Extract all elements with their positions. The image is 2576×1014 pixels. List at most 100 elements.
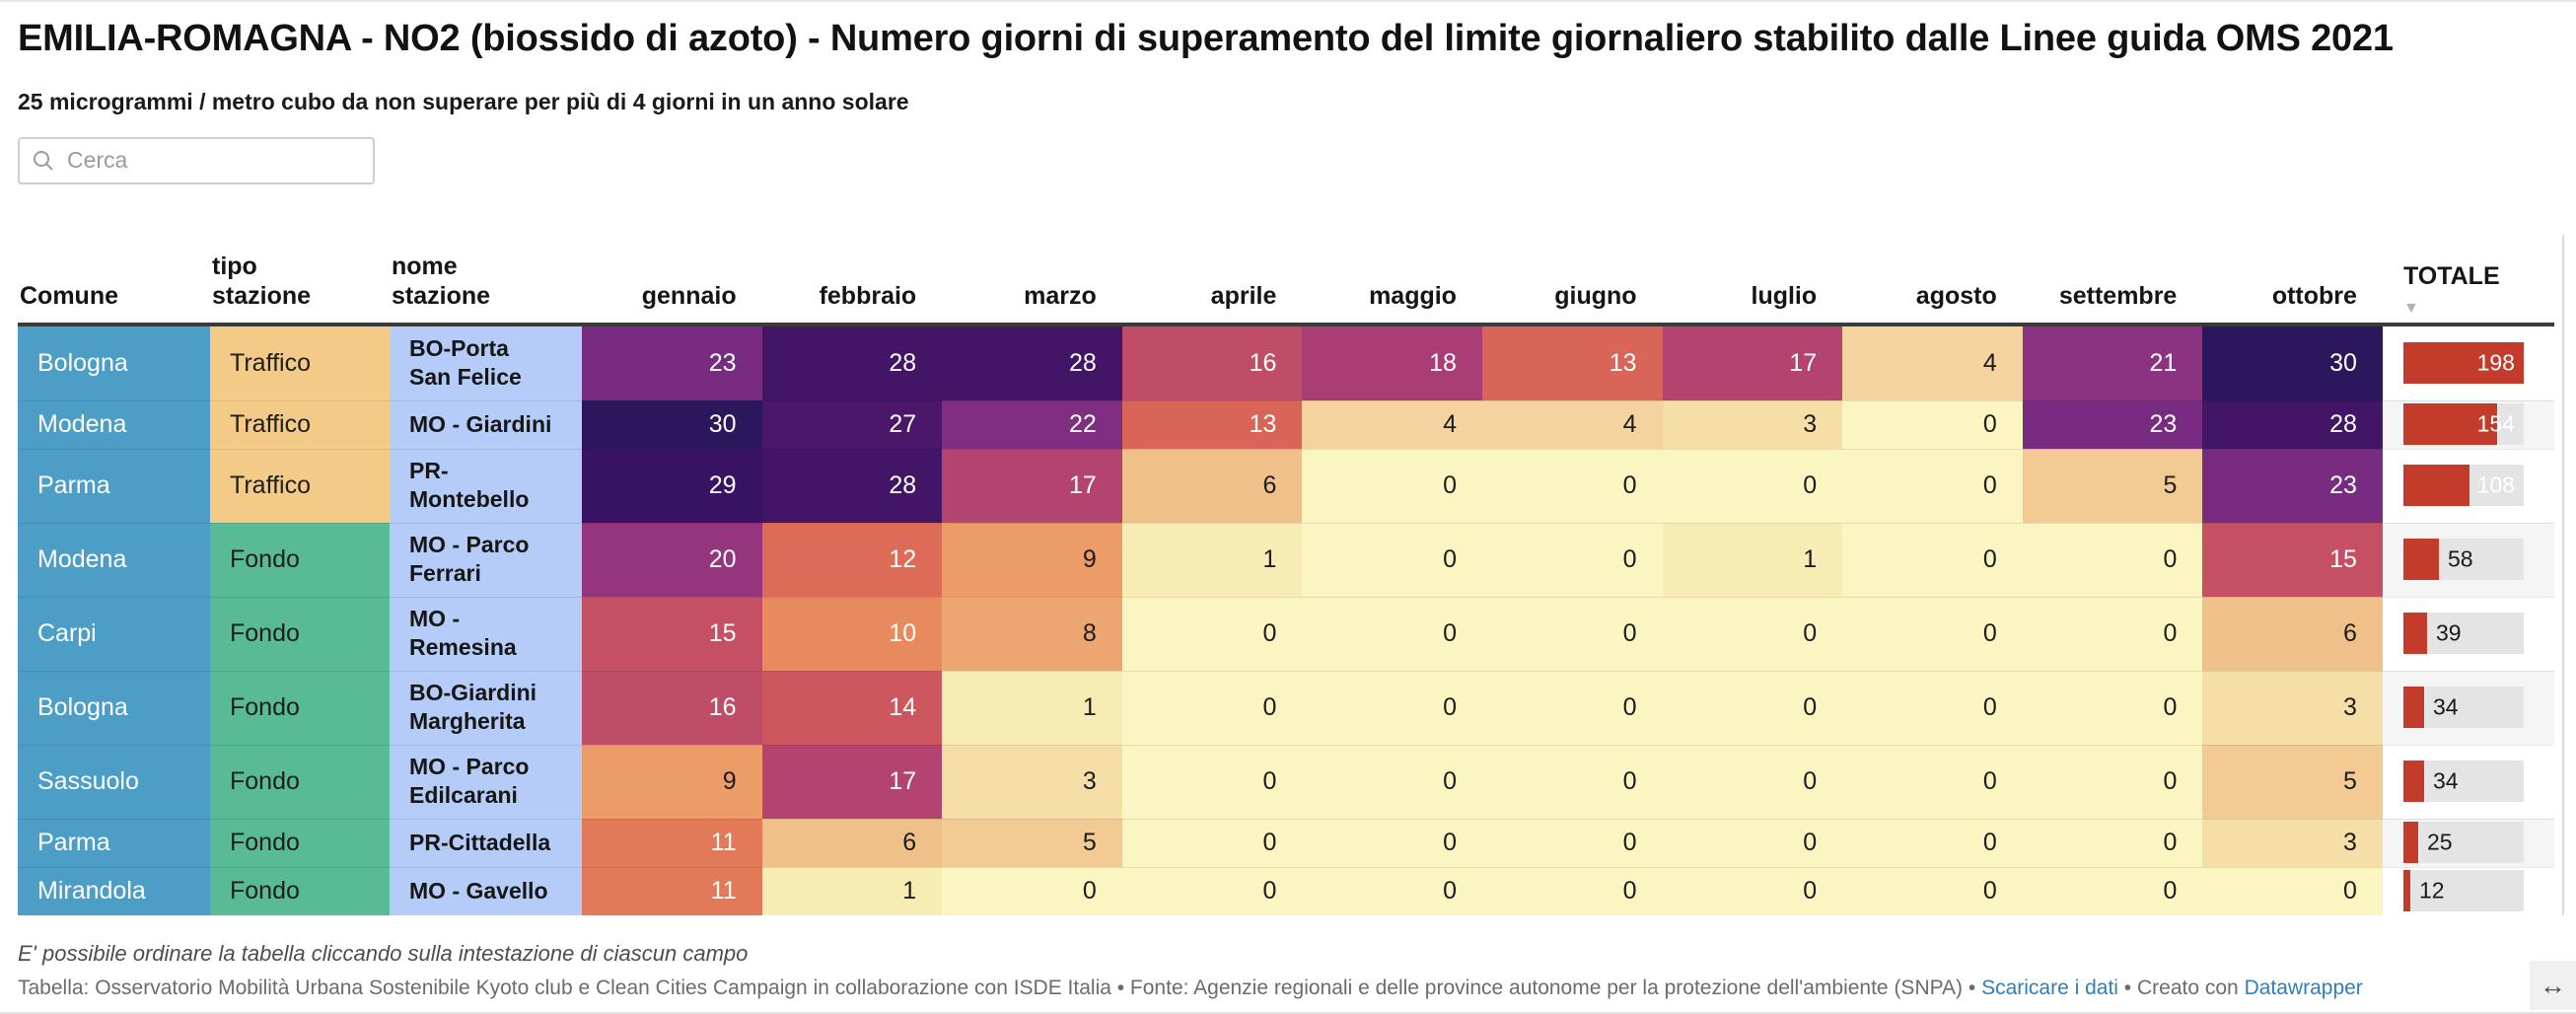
month-value-cell-settembre: 5 xyxy=(2022,448,2203,523)
caption-middle-text: • Creato con xyxy=(2117,976,2245,999)
month-value-cell-settembre: 0 xyxy=(2022,596,2203,671)
column-header-tipo-stazione[interactable]: tipo stazione xyxy=(212,252,312,310)
month-value-cell-giugno: 0 xyxy=(1481,522,1663,597)
totale-cell: 198 xyxy=(2383,326,2554,400)
month-value-cell-ottobre: 15 xyxy=(2202,522,2383,597)
tipo-stazione-cell: Fondo xyxy=(210,522,390,597)
totale-bar-track: 25 xyxy=(2402,822,2524,864)
search-input[interactable] xyxy=(67,147,361,175)
search-box[interactable] xyxy=(18,136,375,184)
sort-descending-icon: ▼ xyxy=(2402,299,2419,317)
totale-value: 154 xyxy=(2476,410,2515,437)
sorting-hint-note: E' possibile ordinare la tabella cliccan… xyxy=(18,940,749,966)
column-header-maggio[interactable]: maggio xyxy=(1369,281,1457,310)
month-value-cell-giugno: 0 xyxy=(1481,596,1663,671)
month-value-cell-maggio: 0 xyxy=(1302,866,1482,915)
month-value-cell-marzo: 1 xyxy=(942,670,1122,745)
month-value-cell-marzo: 5 xyxy=(942,818,1122,867)
nome-stazione-cell: BO-Porta San Felice xyxy=(390,326,582,400)
month-value-cell-febbraio: 27 xyxy=(761,399,943,449)
nome-stazione-cell: PR- Montebello xyxy=(390,448,582,523)
totale-bar xyxy=(2402,465,2469,507)
column-header-gennaio[interactable]: gennaio xyxy=(641,281,737,310)
totale-cell: 34 xyxy=(2383,671,2554,745)
column-header-totale[interactable]: TOTALE ▼ xyxy=(2383,261,2554,323)
month-value-cell-luglio: 0 xyxy=(1662,448,1843,523)
month-value-cell-giugno: 13 xyxy=(1481,326,1663,400)
month-value-cell-febbraio: 6 xyxy=(761,818,943,867)
totale-value: 108 xyxy=(2476,471,2515,498)
totale-cell: 58 xyxy=(2383,523,2554,597)
totale-value: 12 xyxy=(2418,877,2445,904)
column-header-luglio[interactable]: luglio xyxy=(1751,281,1818,310)
totale-bar xyxy=(2402,760,2424,803)
column-header-comune[interactable]: Comune xyxy=(20,281,118,310)
nome-stazione-cell: BO-Giardini Margherita xyxy=(390,670,582,745)
month-value-cell-agosto: 0 xyxy=(1842,522,2023,597)
data-table: Comune tipo stazione nome stazione gennaio f… xyxy=(18,184,2554,915)
month-value-cell-ottobre: 30 xyxy=(2202,326,2383,400)
totale-bar xyxy=(2402,687,2424,729)
table-row: Mirandola Fondo MO - Gavello 11 1 0 0 0 0 0 0 0 0 12 xyxy=(18,866,2554,915)
month-value-cell-agosto: 4 xyxy=(1842,326,2023,400)
month-value-cell-agosto: 0 xyxy=(1842,866,2023,915)
month-value-cell-gennaio: 16 xyxy=(582,670,762,745)
column-header-agosto[interactable]: agosto xyxy=(1915,281,1997,310)
month-value-cell-maggio: 18 xyxy=(1302,326,1482,400)
month-value-cell-febbraio: 12 xyxy=(761,522,943,597)
month-value-cell-luglio: 17 xyxy=(1662,326,1843,400)
datawrapper-link[interactable]: Datawrapper xyxy=(2244,976,2363,999)
month-value-cell-settembre: 0 xyxy=(2022,818,2203,867)
column-header-febbraio[interactable]: febbraio xyxy=(819,281,917,310)
tipo-stazione-cell: Traffico xyxy=(210,399,390,449)
month-value-cell-febbraio: 17 xyxy=(761,744,943,819)
totale-value: 34 xyxy=(2432,693,2459,720)
table-row: Carpi Fondo MO - Remesina 15 10 8 0 0 0 0 0 0 6 39 xyxy=(18,596,2554,671)
expand-width-button[interactable]: ↔ xyxy=(2530,961,2576,1010)
table-row: Modena Fondo MO - Parco Ferrari 20 12 9 1 0 0 1 0 0… xyxy=(18,522,2554,597)
column-header-marzo[interactable]: marzo xyxy=(1024,281,1097,310)
download-data-link[interactable]: Scaricare i dati xyxy=(1981,976,2118,999)
month-value-cell-ottobre: 3 xyxy=(2202,670,2383,745)
page-title: EMILIA-ROMAGNA - NO2 (biossido di azoto)… xyxy=(18,18,2394,59)
search-icon xyxy=(34,150,53,171)
month-value-cell-gennaio: 11 xyxy=(582,866,762,915)
column-header-settembre[interactable]: settembre xyxy=(2058,281,2178,310)
month-value-cell-agosto: 0 xyxy=(1842,744,2023,819)
month-value-cell-gennaio: 9 xyxy=(582,744,762,819)
column-header-giugno[interactable]: giugno xyxy=(1554,281,1637,310)
month-value-cell-aprile: 0 xyxy=(1121,744,1303,819)
month-value-cell-marzo: 17 xyxy=(942,448,1122,523)
month-value-cell-settembre: 0 xyxy=(2022,866,2203,915)
caption-text: Tabella: Osservatorio Mobilità Urbana So… xyxy=(18,976,1982,999)
month-value-cell-febbraio: 28 xyxy=(761,326,943,400)
month-value-cell-maggio: 0 xyxy=(1302,448,1482,523)
month-value-cell-gennaio: 30 xyxy=(582,399,762,449)
month-value-cell-ottobre: 3 xyxy=(2202,818,2383,867)
totale-bar xyxy=(2402,822,2418,864)
nome-stazione-cell: MO - Remesina xyxy=(390,596,582,671)
totale-value: 39 xyxy=(2435,619,2462,646)
month-value-cell-febbraio: 14 xyxy=(761,670,943,745)
column-header-nome-stazione[interactable]: nome stazione xyxy=(392,252,491,310)
comune-cell: Sassuolo xyxy=(18,744,210,819)
column-header-ottobre[interactable]: ottobre xyxy=(2271,281,2357,310)
tipo-stazione-cell: Traffico xyxy=(210,326,390,400)
table-header-row: Comune tipo stazione nome stazione gennaio f… xyxy=(18,184,2554,326)
totale-bar-track: 39 xyxy=(2402,613,2524,655)
page-subtitle: 25 microgrammi / metro cubo da non super… xyxy=(18,88,909,114)
month-value-cell-agosto: 0 xyxy=(1842,399,2023,449)
column-header-aprile[interactable]: aprile xyxy=(1210,281,1277,310)
totale-value: 198 xyxy=(2476,349,2515,376)
nome-stazione-cell: MO - Parco Edilcarani xyxy=(390,744,582,819)
month-value-cell-giugno: 0 xyxy=(1481,670,1663,745)
comune-cell: Bologna xyxy=(18,670,210,745)
month-value-cell-marzo: 22 xyxy=(942,399,1122,449)
totale-bar-track: 12 xyxy=(2402,870,2524,912)
month-value-cell-marzo: 28 xyxy=(942,326,1122,400)
month-value-cell-aprile: 13 xyxy=(1121,399,1303,449)
comune-cell: Bologna xyxy=(18,326,210,400)
month-value-cell-marzo: 0 xyxy=(942,866,1122,915)
month-value-cell-settembre: 0 xyxy=(2022,670,2203,745)
month-value-cell-marzo: 8 xyxy=(942,596,1122,671)
